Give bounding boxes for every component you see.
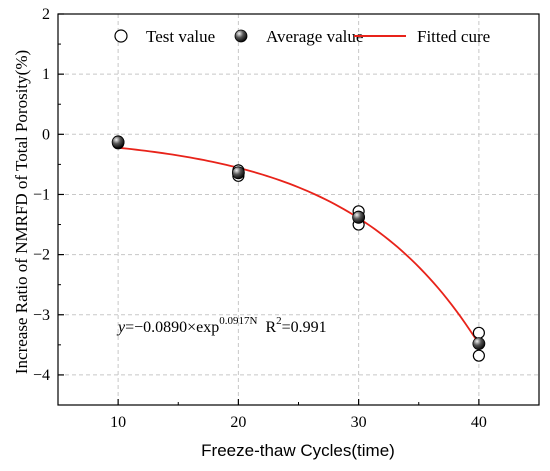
y-tick-label: −1 xyxy=(33,186,50,203)
test-value-point xyxy=(472,349,485,362)
r-squared-value: =0.991 xyxy=(282,319,327,336)
average-value-point xyxy=(231,166,245,180)
equation-variable: y xyxy=(116,319,126,336)
y-tick-label: 2 xyxy=(42,6,50,23)
y-tick-label: 0 xyxy=(42,126,50,143)
x-tick-label: 30 xyxy=(351,414,367,431)
y-tick-label: −3 xyxy=(33,307,50,324)
x-tick-label: 20 xyxy=(230,414,246,431)
legend-fitted-curve-label: Fitted cure xyxy=(417,27,490,46)
r-squared-base: R xyxy=(265,319,276,336)
average-value-point xyxy=(472,337,486,351)
y-tick-label: 1 xyxy=(42,66,50,83)
average-value-point xyxy=(111,135,125,149)
y-tick-label: −4 xyxy=(33,367,50,384)
grid-lines xyxy=(58,13,539,405)
legend-average-value-label: Average value xyxy=(266,27,363,46)
test-value-point xyxy=(472,326,485,339)
legend-average-value-marker xyxy=(234,29,248,43)
r-squared-exponent: 2 xyxy=(276,315,282,327)
legend: Test value Average value Fitted cure xyxy=(114,27,490,46)
y-axis-label: Increase Ratio of NMRFD of Total Porosit… xyxy=(12,50,31,374)
fitted-curve xyxy=(118,146,480,345)
equation-exponent: 0.0917N xyxy=(219,315,257,327)
average-value-point xyxy=(352,210,366,224)
equation-body: =−0.0890×exp xyxy=(125,319,219,336)
legend-test-value-marker xyxy=(114,29,128,43)
fitted-curve-layer xyxy=(118,146,480,345)
plot-frame xyxy=(57,13,540,406)
x-tick-label: 10 xyxy=(110,414,126,431)
fit-equation: y=−0.0890×exp0.0917N R2=0.991 xyxy=(116,315,327,336)
x-axis-label: Freeze-thaw Cycles(time) xyxy=(201,441,395,460)
y-tick-label: −2 xyxy=(33,247,50,264)
legend-test-value-label: Test value xyxy=(146,27,215,46)
x-tick-label: 40 xyxy=(471,414,487,431)
data-points-layer xyxy=(111,135,486,362)
